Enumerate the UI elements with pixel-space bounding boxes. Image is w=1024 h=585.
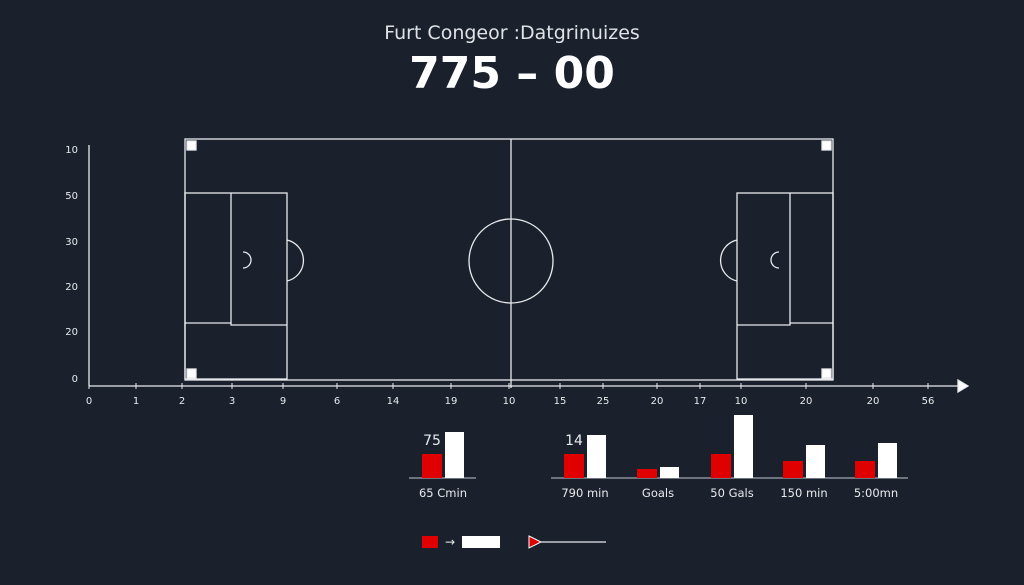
right-goal-box (737, 193, 791, 326)
bar-group-label: 790 min (561, 486, 608, 500)
x-tick-label: 20 (867, 396, 880, 407)
corner-marker (821, 140, 832, 151)
corner-marker (186, 368, 197, 379)
x-tick-label: 10 (503, 396, 516, 407)
bar-annotation: 14 (565, 433, 583, 449)
x-tick-label: 20 (800, 396, 813, 407)
x-tick-label: 17 (694, 396, 707, 407)
bar-red (637, 469, 657, 478)
legend-arrow: → (445, 535, 455, 549)
bar-group-label: 50 Gals (710, 486, 753, 500)
y-tick-label: 10 (65, 145, 78, 156)
corner-marker (821, 368, 832, 379)
center-circle (468, 218, 554, 304)
x-tick-label: 14 (387, 396, 400, 407)
x-axis-arrow-icon (957, 378, 970, 394)
legend-red-swatch (422, 536, 438, 548)
chart-title: Furt Congeor :Datgrinuizes (384, 22, 640, 44)
x-tick-label: 3 (229, 396, 235, 407)
y-tick-label: 50 (65, 191, 78, 202)
x-tick-label: 19 (445, 396, 458, 407)
y-tick-label: 0 (72, 374, 78, 385)
right-penalty-arc (719, 239, 738, 282)
score: 775 – 00 (409, 48, 615, 99)
x-tick-label: 1 (133, 396, 139, 407)
bar-red (711, 454, 731, 478)
x-tick-label: 56 (922, 396, 935, 407)
bar-red (783, 461, 803, 478)
left-penalty-spot (242, 251, 252, 269)
right-penalty-spot (770, 251, 780, 269)
bar-group-label: 5:00mn (854, 486, 898, 500)
bar-group-label: 65 Cmin (419, 486, 467, 500)
x-tick-label: 9 (280, 396, 286, 407)
bar-group-label: Goals (642, 486, 674, 500)
bar-red (564, 454, 584, 478)
x-tick-label: 25 (597, 396, 610, 407)
bar-red (422, 454, 442, 478)
left-penalty-box (184, 192, 288, 380)
x-tick-label: 20 (651, 396, 664, 407)
bar-white (878, 443, 897, 478)
y-tick-label: 20 (65, 282, 78, 293)
y-tick-label: 20 (65, 327, 78, 338)
legend-white-swatch (462, 536, 500, 548)
bar-white (445, 432, 464, 478)
x-tick-label: 6 (334, 396, 340, 407)
bar-white (660, 467, 679, 478)
bar-white (734, 415, 753, 478)
left-goal-box (230, 193, 287, 326)
left-penalty-arc (286, 239, 305, 282)
y-tick-label: 30 (65, 237, 78, 248)
bar-white (587, 435, 606, 478)
bar-white (806, 445, 825, 478)
bar-red (855, 461, 875, 478)
bar-annotation: 75 (423, 433, 441, 449)
legend-marker-icon (528, 535, 543, 549)
pitch (88, 138, 970, 394)
pitch-outline (184, 138, 834, 381)
right-penalty-box (736, 192, 834, 380)
bar-group-label: 150 min (780, 486, 827, 500)
x-tick-label: 2 (179, 396, 185, 407)
x-tick-label: 10 (735, 396, 748, 407)
corner-marker (186, 140, 197, 151)
x-tick-label: 15 (554, 396, 567, 407)
x-tick-label: 0 (86, 396, 92, 407)
